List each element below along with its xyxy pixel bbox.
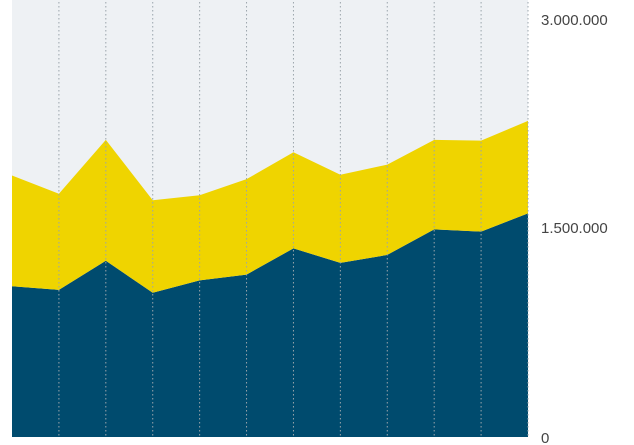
- area-series-1: [12, 213, 528, 437]
- area-series-2: [12, 120, 528, 293]
- y-tick-label-0: 0: [541, 430, 549, 445]
- y-axis-labels: 0 1.500.000 3.000.000: [541, 12, 608, 445]
- chart-gridlines: [58, 2, 529, 437]
- y-tick-label-3000000: 3.000.000: [541, 12, 608, 29]
- y-tick-label-1500000: 1.500.000: [541, 220, 608, 237]
- chart-areas: [12, 120, 528, 437]
